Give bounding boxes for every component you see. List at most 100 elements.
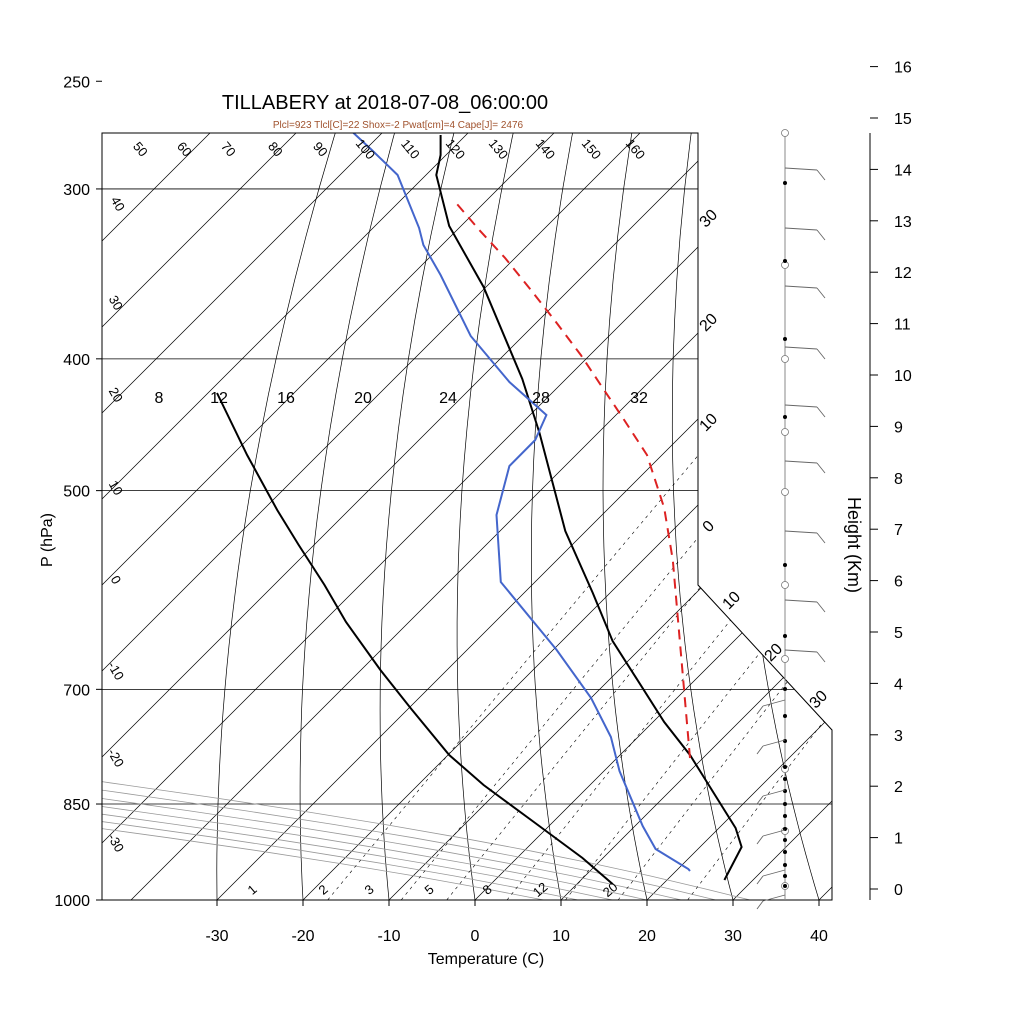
- height-tick-label: 14: [894, 162, 912, 179]
- isotherm-label: -10: [105, 659, 127, 683]
- sounding-line: [216, 392, 614, 885]
- sounding-line: [348, 133, 691, 872]
- dry-adiabat-line: [867, 0, 1002, 929]
- dry-adiabat-line: [803, 133, 832, 900]
- level-dot: [783, 739, 787, 743]
- mixing-ratio-line: [506, 358, 832, 900]
- moist-adiabat-label: 8: [155, 390, 164, 407]
- height-axis-label: Height (Km): [844, 497, 864, 593]
- moist-adiabat-line: [102, 133, 682, 900]
- dry-adiabat-label: 110: [398, 136, 423, 162]
- level-dot: [783, 337, 787, 341]
- moist-adiabat-label: 24: [439, 390, 457, 407]
- wind-barb: [784, 530, 818, 534]
- plot-border: [101, 132, 833, 901]
- wind-barb-flag: [756, 835, 764, 845]
- x-tick-label: -20: [291, 928, 314, 945]
- isotherm-line: [216, 133, 832, 900]
- mixing-ratio-label: 3: [362, 881, 377, 897]
- wind-barb-flag: [816, 229, 826, 241]
- moist-adiabat-label: 32: [630, 390, 648, 407]
- x-tick-label: 10: [552, 928, 570, 945]
- level-dot: [783, 874, 787, 878]
- mixing-ratio-line: [565, 358, 832, 900]
- isotherm-line: [102, 133, 832, 900]
- height-tick-label: 5: [894, 625, 903, 642]
- chart-subtitle: Plcl=923 Tlcl[C]=22 Shox=-2 Pwat[cm]=4 C…: [273, 120, 524, 131]
- isotherm-label: 10: [720, 588, 745, 613]
- p-tick-label: 850: [63, 797, 90, 814]
- height-tick-label: 13: [894, 214, 912, 231]
- moist-adiabat-label: 12: [210, 390, 228, 407]
- height-tick-label: 4: [894, 676, 903, 693]
- isotherm-label: 0: [700, 518, 718, 536]
- dry-adiabat-line: [988, 0, 1024, 929]
- dry-adiabat-label: 80: [265, 139, 286, 160]
- moist-adiabat-label: 16: [277, 390, 295, 407]
- level-dot: [783, 802, 787, 806]
- mixing-ratio-label: 8: [480, 881, 495, 897]
- dry-adiabat-line: [456, 133, 703, 900]
- wind-barb-flag: [816, 601, 826, 613]
- dry-adiabat-label: 40: [108, 194, 128, 214]
- level-circle: [781, 355, 789, 363]
- isotherm-line: [102, 133, 832, 900]
- moist-adiabat-line: [102, 133, 716, 900]
- isotherm-line: [102, 133, 832, 900]
- isotherm-line: [102, 133, 804, 900]
- wind-barb-flag: [816, 651, 826, 663]
- level-dot: [783, 765, 787, 769]
- level-dot: [783, 814, 787, 818]
- wind-barb: [784, 227, 818, 231]
- level-dot: [783, 563, 787, 567]
- moist-adiabat-line: [102, 133, 751, 900]
- isotherm-label: 10: [697, 410, 722, 435]
- level-dot: [783, 181, 787, 185]
- wind-barb: [762, 869, 786, 877]
- x-axis-label: Temperature (C): [428, 951, 544, 968]
- moist-adiabat-label: 28: [532, 390, 550, 407]
- isotherm-label: 20: [697, 310, 722, 335]
- moist-adiabat-label: 20: [354, 390, 372, 407]
- level-dot: [783, 777, 787, 781]
- wind-barb: [762, 789, 786, 797]
- level-dot: [783, 687, 787, 691]
- x-tick-label: 30: [724, 928, 742, 945]
- p-tick-label: 700: [63, 682, 90, 699]
- height-tick-label: 10: [894, 368, 912, 385]
- mixing-ratio-label: 12: [530, 879, 551, 900]
- dry-adiabat-line: [379, 133, 658, 900]
- level-dot: [783, 863, 787, 867]
- isotherm-label: 30: [697, 206, 722, 231]
- height-tick-label: 7: [894, 522, 903, 539]
- level-circle: [781, 129, 789, 137]
- sounding-line: [435, 135, 743, 881]
- p-tick-label: 250: [63, 74, 90, 91]
- height-tick-label: 6: [894, 574, 903, 591]
- dry-adiabat-line: [216, 133, 569, 900]
- mixing-ratio-line: [327, 358, 780, 900]
- wind-barb-flag: [816, 169, 826, 181]
- isotherm-label: 20: [106, 385, 126, 405]
- dry-adiabat-label: 90: [310, 139, 331, 160]
- wind-barb: [762, 699, 786, 707]
- isotherm-line: [905, 0, 1024, 900]
- dry-adiabat-line: [299, 133, 614, 900]
- isotherm-line: [991, 0, 1024, 900]
- wind-barb: [784, 460, 818, 464]
- wind-barb: [784, 346, 818, 350]
- wind-barb: [784, 404, 818, 408]
- p-tick-label: 300: [63, 182, 90, 199]
- wind-barb-flag: [816, 532, 826, 544]
- level-circle: [781, 655, 789, 663]
- x-tick-label: -10: [377, 928, 400, 945]
- level-dot: [783, 634, 787, 638]
- x-tick-label: 0: [471, 928, 480, 945]
- level-dot: [783, 714, 787, 718]
- dry-adiabat-label: 30: [106, 293, 126, 313]
- p-tick-label: 400: [63, 352, 90, 369]
- isotherm-line: [474, 133, 832, 900]
- level-circle: [781, 428, 789, 436]
